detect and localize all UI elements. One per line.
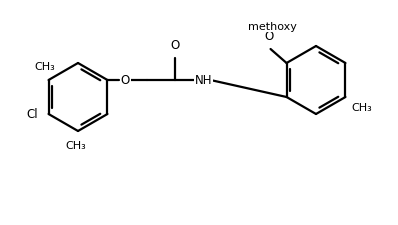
Text: CH₃: CH₃ <box>34 62 55 72</box>
Text: Cl: Cl <box>26 108 37 121</box>
Text: methoxy: methoxy <box>248 22 297 32</box>
Text: CH₃: CH₃ <box>351 103 372 112</box>
Text: O: O <box>264 30 273 43</box>
Text: NH: NH <box>195 74 212 87</box>
Text: O: O <box>121 74 130 87</box>
Text: CH₃: CH₃ <box>66 140 86 150</box>
Text: O: O <box>171 39 180 52</box>
